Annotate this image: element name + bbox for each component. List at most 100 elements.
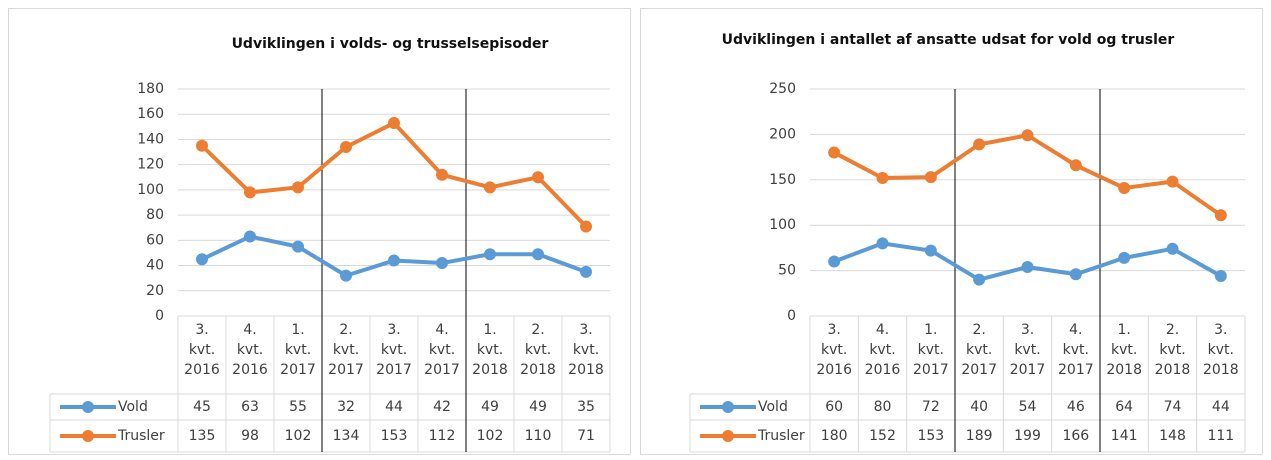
x-tick-label: 4. — [876, 322, 889, 338]
table-value: 166 — [1062, 428, 1089, 444]
point — [580, 220, 592, 233]
x-tick-label: 2017 — [913, 362, 949, 378]
panel-right — [640, 8, 1263, 455]
point — [828, 146, 841, 159]
table-value: 44 — [385, 399, 403, 415]
table-value: 134 — [333, 428, 360, 444]
x-tick-label: 2017 — [1010, 362, 1046, 378]
point — [244, 230, 256, 243]
table-value: 189 — [966, 428, 993, 444]
y-tick-label: 0 — [787, 308, 796, 324]
table-value: 71 — [577, 428, 595, 444]
y-tick-label: 250 — [769, 81, 796, 97]
x-tick-label: kvt. — [573, 342, 599, 358]
x-tick-label: 3. — [387, 322, 400, 338]
point — [484, 248, 496, 261]
x-tick-label: 3. — [827, 322, 840, 338]
y-tick-label: 80 — [146, 207, 164, 223]
table-value: 40 — [970, 399, 988, 415]
table-value: 54 — [1019, 399, 1037, 415]
x-tick-label: 2017 — [1058, 362, 1094, 378]
x-tick-label: 2. — [972, 322, 985, 338]
x-tick-label: 2018 — [472, 362, 508, 378]
point — [924, 244, 937, 257]
point — [828, 255, 841, 268]
point — [973, 273, 986, 286]
table-value: 98 — [241, 428, 259, 444]
table-value: 49 — [529, 399, 547, 415]
y-tick-label: 50 — [778, 263, 796, 279]
table-value: 63 — [241, 399, 259, 415]
y-tick-label: 180 — [137, 81, 164, 97]
point — [436, 168, 448, 181]
table-value: 60 — [825, 399, 843, 415]
x-tick-label: 3. — [195, 322, 208, 338]
table-value: 111 — [1207, 428, 1234, 444]
point — [876, 171, 889, 184]
chart-title: Udviklingen i volds- og trusselsepisoder — [232, 36, 549, 52]
x-tick-label: 2. — [1166, 322, 1179, 338]
x-tick-label: 2016 — [816, 362, 852, 378]
x-tick-label: 2017 — [961, 362, 997, 378]
x-tick-label: 2016 — [232, 362, 268, 378]
point — [1214, 209, 1227, 222]
table-value: 74 — [1164, 399, 1182, 415]
x-tick-label: 2018 — [568, 362, 604, 378]
series-line — [833, 133, 1222, 217]
legend-marker — [722, 401, 734, 413]
table-value: 80 — [874, 399, 892, 415]
legend-label: Vold — [758, 399, 788, 415]
legend-label: Vold — [118, 399, 148, 415]
legend-label: Trusler — [757, 428, 805, 444]
table-value: 32 — [337, 399, 355, 415]
point — [340, 141, 352, 154]
x-tick-label: 4. — [1069, 322, 1082, 338]
x-tick-label: kvt. — [918, 342, 944, 358]
x-tick-label: kvt. — [381, 342, 407, 358]
point — [244, 186, 256, 199]
y-tick-label: 100 — [137, 182, 164, 198]
x-tick-label: kvt. — [966, 342, 992, 358]
series-line — [200, 121, 588, 228]
x-tick-label: 2018 — [520, 362, 556, 378]
table-value: 72 — [922, 399, 940, 415]
x-tick-label: kvt. — [1111, 342, 1137, 358]
legend-label: Trusler — [117, 428, 165, 444]
table-value: 42 — [433, 399, 451, 415]
point — [1069, 268, 1082, 281]
x-tick-label: 1. — [1117, 322, 1130, 338]
table-value: 49 — [481, 399, 499, 415]
point — [876, 237, 889, 250]
table-value: 44 — [1212, 399, 1230, 415]
y-tick-label: 140 — [137, 131, 164, 147]
point — [1214, 270, 1227, 283]
x-tick-label: 2016 — [865, 362, 901, 378]
y-tick-label: 0 — [155, 308, 164, 324]
point — [973, 138, 986, 151]
x-tick-label: 3. — [1021, 322, 1034, 338]
point — [388, 254, 400, 267]
table-value: 153 — [917, 428, 944, 444]
point — [580, 265, 592, 278]
legend-marker — [722, 430, 734, 442]
table-value: 112 — [429, 428, 456, 444]
x-tick-label: 1. — [483, 322, 496, 338]
x-tick-label: 4. — [435, 322, 448, 338]
table-value: 102 — [285, 428, 312, 444]
x-tick-label: 2017 — [424, 362, 460, 378]
point — [292, 240, 304, 253]
x-tick-label: kvt. — [1208, 342, 1234, 358]
y-tick-label: 150 — [769, 172, 796, 188]
x-tick-label: 2017 — [280, 362, 316, 378]
point — [532, 248, 544, 261]
chart-title: Udviklingen i antallet af ansatte udsat … — [722, 32, 1175, 48]
x-tick-label: kvt. — [821, 342, 847, 358]
point — [1166, 242, 1179, 255]
table-value: 141 — [1111, 428, 1138, 444]
table-value: 153 — [381, 428, 408, 444]
y-tick-label: 120 — [137, 157, 164, 173]
x-tick-label: 3. — [579, 322, 592, 338]
point — [388, 117, 400, 130]
legend-marker — [82, 430, 94, 442]
